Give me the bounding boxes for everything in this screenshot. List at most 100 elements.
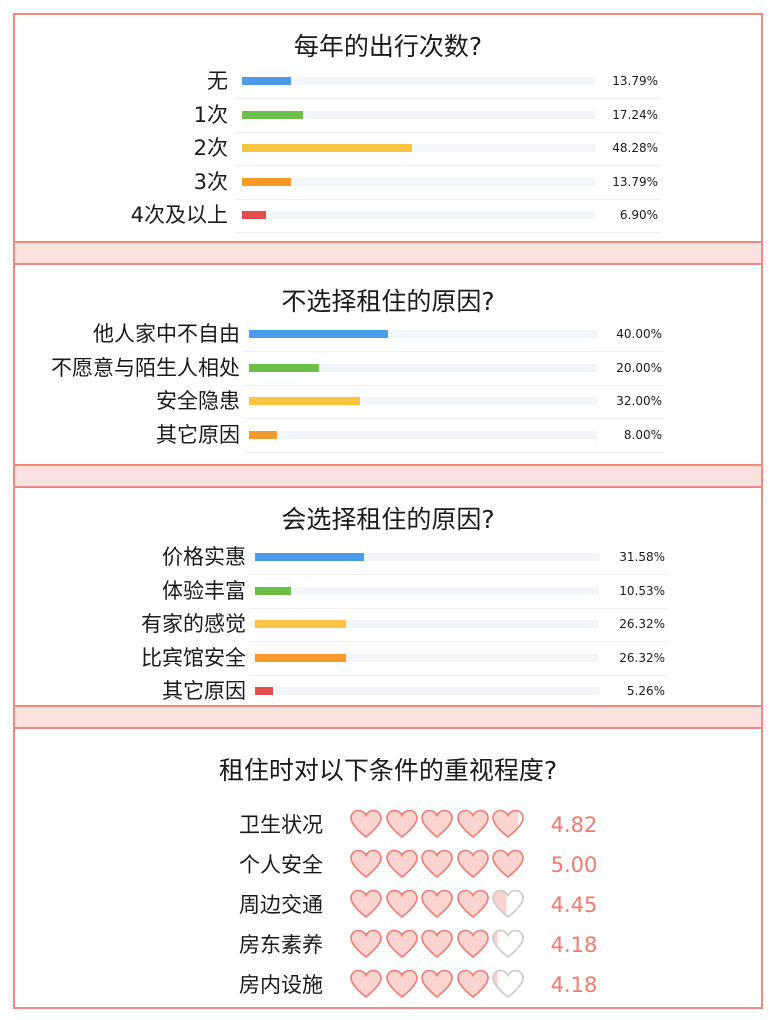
bar-row: 安全隐患 32.00%: [15, 385, 761, 419]
bar-value-label: 26.32%: [619, 650, 665, 665]
bar: [242, 77, 291, 85]
bar-category-label: 不愿意与陌生人相处: [51, 355, 240, 380]
bar-track: [255, 620, 599, 628]
rating-value: 4.18: [550, 933, 598, 957]
bar-category-label: 安全隐患: [156, 389, 240, 413]
row-separator: [236, 232, 660, 233]
bar-value-label: 20.00%: [616, 360, 662, 375]
divider-band: [13, 466, 763, 486]
heart-icon: [456, 889, 489, 919]
bar-row: 体验丰富 10.53%: [15, 575, 761, 609]
bar: [255, 553, 364, 561]
bar-track: [249, 330, 597, 338]
heart-icon: [421, 849, 453, 879]
chart-panel-renting: 会选择租住的原因? 价格实惠 31.58% 体验丰富 10.53% 有家的感觉 26.32…: [13, 486, 763, 709]
rating-value: 5.00: [550, 853, 598, 877]
heart-icon: [492, 929, 524, 959]
bar-category-label: 其它原因: [162, 679, 246, 703]
heart-icon: [492, 889, 524, 919]
bar-track: [242, 144, 595, 152]
bar-chart: 无 13.79% 1次 17.24% 2次 48.28% 3次 13.79% 4次及以上 6.90…: [15, 15, 761, 241]
bar-value-label: 13.79%: [612, 174, 658, 189]
bar-value-label: 48.28%: [612, 141, 658, 155]
heart-icon: [421, 969, 453, 999]
heart-icon: [421, 809, 453, 839]
row-separator: [236, 165, 660, 166]
bar-category-label: 比宾馆安全: [141, 645, 246, 670]
bar-row: 1次 17.24%: [15, 99, 761, 133]
bar-value-label: 40.00%: [616, 327, 662, 341]
heart-icon: [492, 849, 524, 879]
bar-value-label: 13.79%: [612, 74, 658, 88]
bar: [255, 687, 274, 695]
rating-category-label: 房内设施: [239, 973, 323, 997]
heart-icon: [350, 849, 382, 879]
rating-row: 个人安全 5.00: [15, 845, 761, 885]
rating-value: 4.18: [550, 973, 598, 997]
rating-category-label: 周边交通: [239, 893, 323, 917]
heart-icon: [350, 929, 382, 959]
bar-row: 比宾馆安全 26.32%: [15, 642, 761, 676]
heart-icon: [492, 969, 524, 999]
bar-value-label: 32.00%: [616, 394, 662, 408]
bar-track: [249, 397, 597, 405]
bar-value-label: 17.24%: [612, 107, 658, 122]
row-separator: [243, 451, 664, 453]
row-separator: [243, 351, 664, 352]
bar: [242, 110, 303, 119]
heart-icon: [385, 969, 418, 999]
bar-track: [242, 211, 595, 219]
bar: [255, 620, 346, 628]
bar: [249, 397, 361, 405]
heart-icon: [456, 969, 489, 999]
bar-category-label: 他人家中不自由: [93, 322, 240, 346]
bar-track: [255, 586, 599, 595]
row-separator: [243, 418, 664, 419]
heart-icon: [350, 809, 382, 839]
bar-category-label: 3次: [193, 169, 228, 194]
bar: [255, 653, 346, 662]
chart-title: 租住时对以下条件的重视程度?: [218, 756, 558, 785]
bar: [255, 586, 292, 595]
heart-icon: [385, 889, 418, 919]
bar-category-label: 体验丰富: [162, 578, 246, 603]
chart-title: 每年的出行次数?: [293, 32, 483, 61]
row-separator: [236, 198, 660, 200]
bar-row: 2次 48.28%: [15, 132, 761, 166]
bar-category-label: 1次: [193, 102, 228, 127]
bar-category-label: 无: [207, 69, 228, 93]
rating-row: 卫生状况 4.82: [15, 805, 761, 845]
heart-icon: [421, 889, 453, 919]
bar-track: [249, 430, 597, 439]
heart-icon: [456, 929, 489, 959]
heart-icon: [456, 809, 489, 839]
rating-row: 房东素养 4.18: [15, 925, 761, 965]
rating-category-label: 个人安全: [239, 853, 323, 877]
rating-panel: 租住时对以下条件的重视程度? 卫生状况 4.82 个人安全 5.00 周边交通 4.45 房…: [13, 727, 763, 1009]
rating-row: 周边交通 4.45: [15, 885, 761, 925]
bar-category-label: 价格实惠: [162, 545, 246, 569]
bar-row: 其它原因 8.00%: [15, 419, 761, 453]
bar-row: 有家的感觉 26.32%: [15, 608, 761, 642]
chart-title: 会选择租住的原因?: [281, 505, 495, 534]
bar: [242, 144, 413, 152]
chart-title: 不选择租住的原因?: [281, 287, 495, 316]
bar-value-label: 6.90%: [619, 208, 658, 222]
divider-band: [13, 243, 763, 263]
row-separator: [249, 674, 667, 676]
bar-row: 无 13.79%: [15, 65, 761, 99]
bar-row: 3次 13.79%: [15, 166, 761, 200]
rating-category-label: 房东素养: [239, 933, 323, 957]
bar-value-label: 8.00%: [623, 427, 662, 442]
heart-icon: [385, 849, 418, 879]
row-separator: [249, 641, 667, 642]
heart-icon: [350, 969, 382, 999]
heart-icon: [492, 809, 524, 839]
bar: [249, 430, 277, 439]
row-separator: [243, 384, 664, 386]
heart-icon: [456, 849, 489, 879]
bar-value-label: 5.26%: [626, 684, 665, 698]
bar-chart: 价格实惠 31.58% 体验丰富 10.53% 有家的感觉 26.32% 比宾馆安全 26.3…: [15, 488, 761, 709]
bar-category-label: 其它原因: [156, 422, 240, 447]
rating-value: 4.82: [550, 813, 598, 837]
